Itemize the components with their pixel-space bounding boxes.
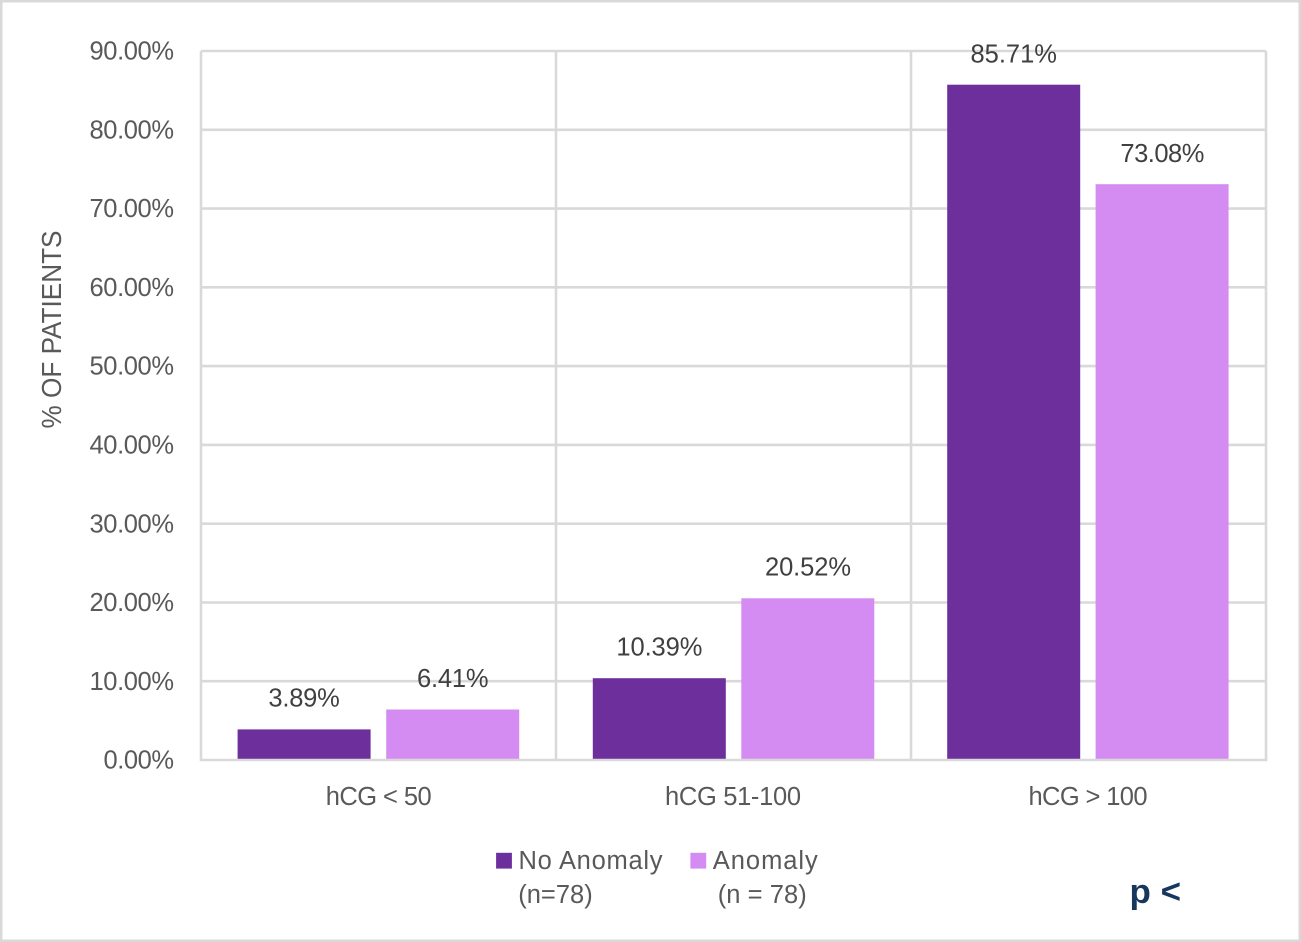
svg-text:No Anomaly: No Anomaly [519, 847, 663, 875]
svg-text:20.00%: 20.00% [90, 589, 175, 617]
svg-text:70.00%: 70.00% [90, 195, 175, 223]
svg-text:hCG > 100: hCG > 100 [1029, 783, 1148, 811]
svg-text:20.52%: 20.52% [765, 553, 851, 581]
svg-text:3.89%: 3.89% [268, 684, 340, 712]
svg-text:Anomaly: Anomaly [713, 847, 818, 875]
svg-text:50.00%: 50.00% [90, 353, 175, 381]
svg-text:60.00%: 60.00% [90, 274, 175, 302]
svg-text:80.00%: 80.00% [90, 116, 175, 144]
svg-text:90.00%: 90.00% [90, 38, 175, 66]
svg-text:0.00%: 0.00% [104, 747, 175, 775]
svg-text:10.00%: 10.00% [90, 668, 175, 696]
svg-text:(n=78): (n=78) [518, 881, 593, 909]
svg-text:85.71%: 85.71% [970, 41, 1056, 69]
svg-text:(n = 78): (n = 78) [718, 881, 807, 909]
svg-text:10.39%: 10.39% [616, 633, 702, 661]
svg-text:p <: p < [1130, 873, 1182, 911]
svg-text:6.41%: 6.41% [417, 665, 489, 693]
svg-text:30.00%: 30.00% [90, 510, 175, 538]
svg-text:hCG < 50: hCG < 50 [326, 783, 432, 811]
svg-text:% OF PATIENTS: % OF PATIENTS [36, 231, 67, 429]
svg-text:73.08%: 73.08% [1120, 140, 1204, 168]
svg-text:40.00%: 40.00% [90, 432, 175, 460]
svg-text:hCG 51-100: hCG 51-100 [665, 783, 801, 811]
